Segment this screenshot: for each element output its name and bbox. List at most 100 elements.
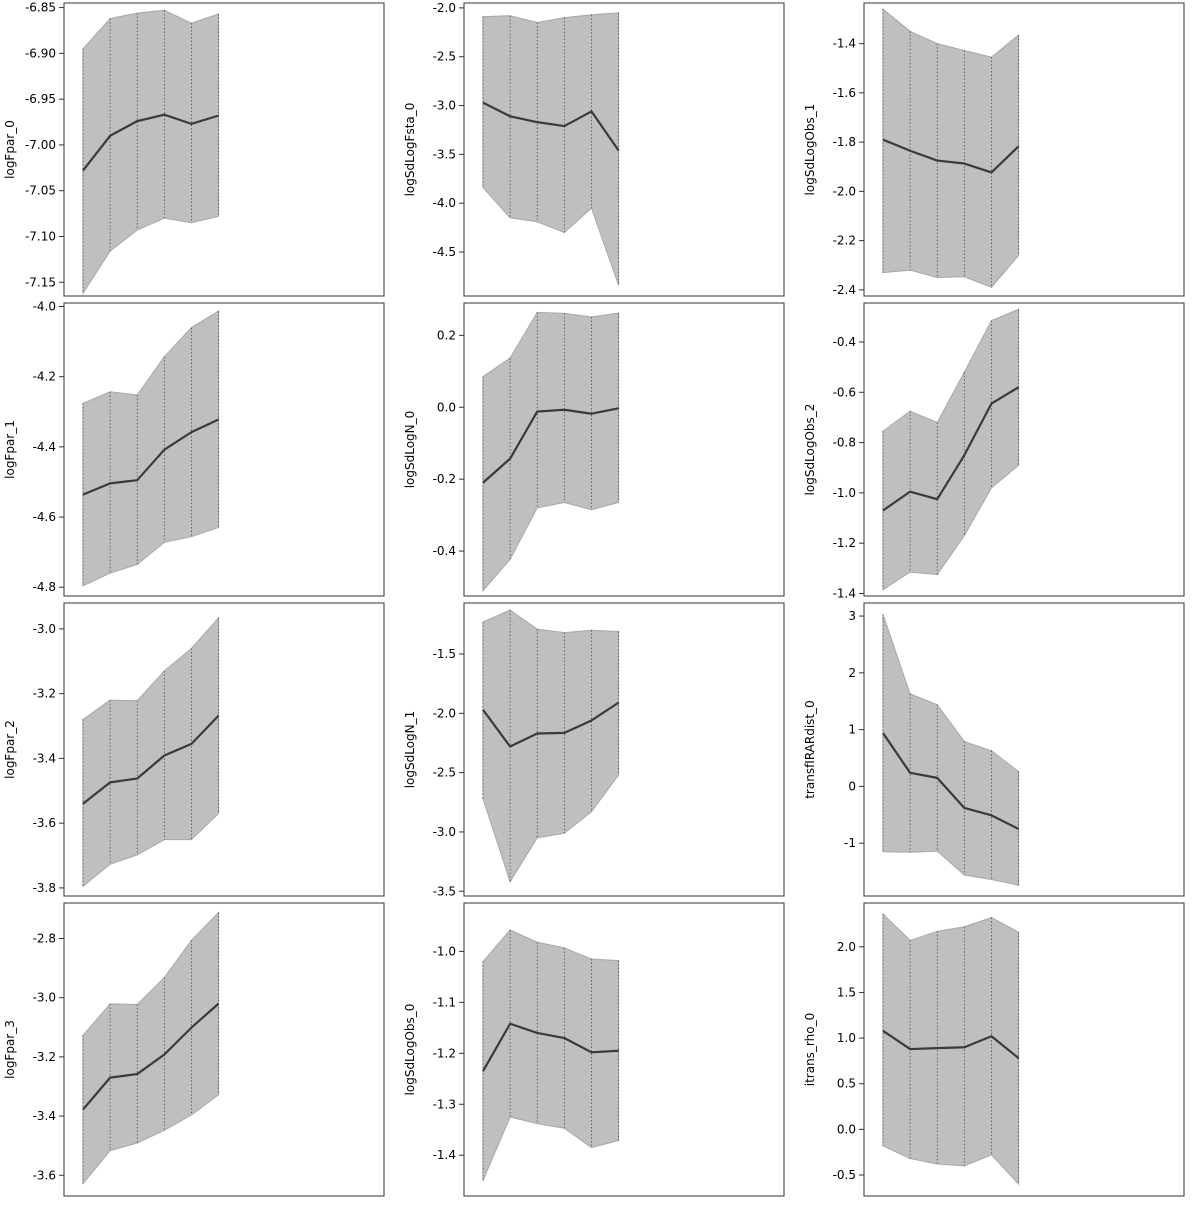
- y-tick-label: -1.4: [433, 1148, 456, 1162]
- plot-frame: [863, 302, 1185, 597]
- mean-line: [482, 407, 619, 484]
- confidence-band: [882, 308, 1020, 591]
- panel-itrans_rho_0: 2.0 1.5 1.0 0.5 0.0 -0.5 itrans_rho_0: [803, 902, 1185, 1197]
- y-tick-label: -1.3: [433, 1097, 456, 1111]
- y-tick-label: 1: [848, 723, 856, 737]
- confidence-band: [482, 609, 620, 883]
- y-tick-label: -7.00: [25, 138, 56, 152]
- confidence-band: [82, 9, 220, 295]
- mean-line: [882, 732, 1020, 830]
- y-tick-label: -2.8: [33, 932, 56, 946]
- plot-frame: [463, 2, 785, 297]
- y-axis-title: logFpar_1: [3, 420, 17, 479]
- y-tick-label: 0: [848, 779, 856, 793]
- panel-logSdLogN_0: 0.2 0.0 -0.2 -0.4 logSdLogN_0: [403, 302, 785, 597]
- plot-frame: [863, 902, 1185, 1197]
- panel-logSdLogFsta_0: -2.0 -2.5 -3.0 -3.5 -4.0 -4.5 logSdLogFsta_0: [403, 1, 785, 297]
- y-axis-title: logSdLogObs_1: [803, 104, 817, 196]
- y-tick-label: 1.5: [837, 985, 856, 999]
- plot-frame: [63, 902, 385, 1197]
- y-tick-label: -3.5: [433, 147, 456, 161]
- y-tick-label: -7.05: [25, 184, 56, 198]
- y-tick-label: -2.0: [433, 1, 456, 15]
- y-tick-label: -3.2: [33, 687, 56, 701]
- y-tick-label: -2.5: [433, 766, 456, 780]
- plot-frame: [863, 602, 1185, 897]
- mean-line: [882, 386, 1020, 512]
- y-axis-title: logSdLogN_0: [403, 411, 417, 489]
- confidence-band: [482, 929, 620, 1181]
- mean-line: [882, 138, 1020, 174]
- y-tick-label: -0.4: [833, 335, 856, 349]
- panel-logFpar_1: -4.0 -4.2 -4.4 -4.6 -4.8 logFpar_1: [3, 300, 385, 597]
- y-axis-title: logFpar_3: [3, 1020, 17, 1079]
- y-tick-label: -2.0: [433, 706, 456, 720]
- y-tick-label: -0.4: [433, 544, 456, 558]
- y-tick-label: 2: [848, 666, 856, 680]
- y-tick-label: -2.5: [433, 50, 456, 64]
- confidence-band: [882, 614, 1020, 886]
- panel-logFpar_0: -6.85 -6.90 -6.95 -7.00 -7.05 -7.10 -7.15 logFp…: [3, 1, 385, 297]
- confidence-band: [882, 912, 1020, 1186]
- confidence-band: [482, 12, 620, 286]
- panel-logSdLogObs_2: -0.4 -0.6 -0.8 -1.0 -1.2 -1.4 logSdLogObs_2: [803, 302, 1185, 600]
- y-tick-label: 0.2: [437, 328, 456, 342]
- y-tick-label: -3.0: [33, 622, 56, 636]
- y-tick-label: 0.0: [837, 1122, 856, 1136]
- y-axis-title: logFpar_2: [3, 720, 17, 779]
- y-tick-label: -3.0: [433, 825, 456, 839]
- confidence-band: [82, 616, 220, 888]
- y-tick-label: -3.6: [33, 816, 56, 830]
- y-tick-label: -4.5: [433, 245, 456, 259]
- confidence-band: [482, 311, 620, 592]
- panel-logSdLogObs_0: -1.0 -1.1 -1.2 -1.3 -1.4 logSdLogObs_0: [403, 902, 785, 1197]
- panel-logSdLogObs_1: -1.4 -1.6 -1.8 -2.0 -2.2 -2.4 logSdLogObs_1: [803, 2, 1185, 297]
- y-tick-label: -7.15: [25, 275, 56, 289]
- panel-logFpar_2: -3.0 -3.2 -3.4 -3.6 -3.8 logFpar_2: [3, 602, 385, 897]
- y-axis-title: logFpar_0: [3, 120, 17, 179]
- plot-frame: [63, 602, 385, 897]
- mean-line: [82, 418, 220, 496]
- panel-transfIRARdist_0: 3 2 1 0 -1 transfIRARdist_0: [803, 602, 1185, 897]
- mean-line: [882, 1029, 1020, 1060]
- y-axis-title: itrans_rho_0: [803, 1013, 817, 1087]
- plot-frame: [863, 2, 1185, 297]
- mean-line: [482, 701, 620, 748]
- y-tick-label: -3.2: [33, 1050, 56, 1064]
- y-tick-label: 2.0: [837, 940, 856, 954]
- y-tick-label: -1.4: [833, 586, 856, 600]
- confidence-band: [82, 911, 220, 1185]
- y-tick-label: -1.0: [433, 944, 456, 958]
- y-tick-label: -3.8: [33, 881, 56, 895]
- y-tick-label: -1.5: [433, 647, 456, 661]
- y-axis-title: transfIRARdist_0: [803, 700, 817, 799]
- plot-frame: [463, 302, 785, 597]
- y-tick-label: -6.90: [25, 46, 56, 60]
- panel-logFpar_3: -2.8 -3.0 -3.2 -3.4 -3.6 logFpar_3: [3, 902, 385, 1197]
- y-tick-label: -6.95: [25, 92, 56, 106]
- y-tick-label: -4.8: [33, 580, 56, 594]
- mean-line: [482, 1022, 619, 1072]
- y-tick-label: -1: [844, 836, 856, 850]
- y-axis-title: logSdLogObs_2: [803, 404, 817, 496]
- y-tick-label: -2.0: [833, 184, 856, 198]
- y-tick-label: 3: [848, 609, 856, 623]
- y-tick-label: 0.5: [837, 1077, 856, 1091]
- y-tick-label: -3.6: [33, 1168, 56, 1182]
- y-tick-label: -1.2: [433, 1046, 456, 1060]
- y-tick-label: -0.2: [433, 472, 456, 486]
- y-tick-label: 1.0: [837, 1031, 856, 1045]
- y-tick-label: -3.0: [33, 991, 56, 1005]
- plot-frame: [63, 302, 385, 597]
- y-tick-label: -2.4: [833, 283, 856, 297]
- mean-line: [482, 101, 620, 152]
- y-axis-title: logSdLogFsta_0: [403, 103, 417, 197]
- panel-logSdLogN_1: -1.5 -2.0 -2.5 -3.0 -3.5 logSdLogN_1: [403, 602, 785, 898]
- y-tick-label: -1.6: [833, 86, 856, 100]
- y-tick-label: -3.5: [433, 884, 456, 898]
- mean-line: [82, 1002, 220, 1111]
- y-tick-label: -0.8: [833, 436, 856, 450]
- y-tick-label: -6.85: [25, 1, 56, 15]
- y-tick-label: 0.0: [437, 400, 456, 414]
